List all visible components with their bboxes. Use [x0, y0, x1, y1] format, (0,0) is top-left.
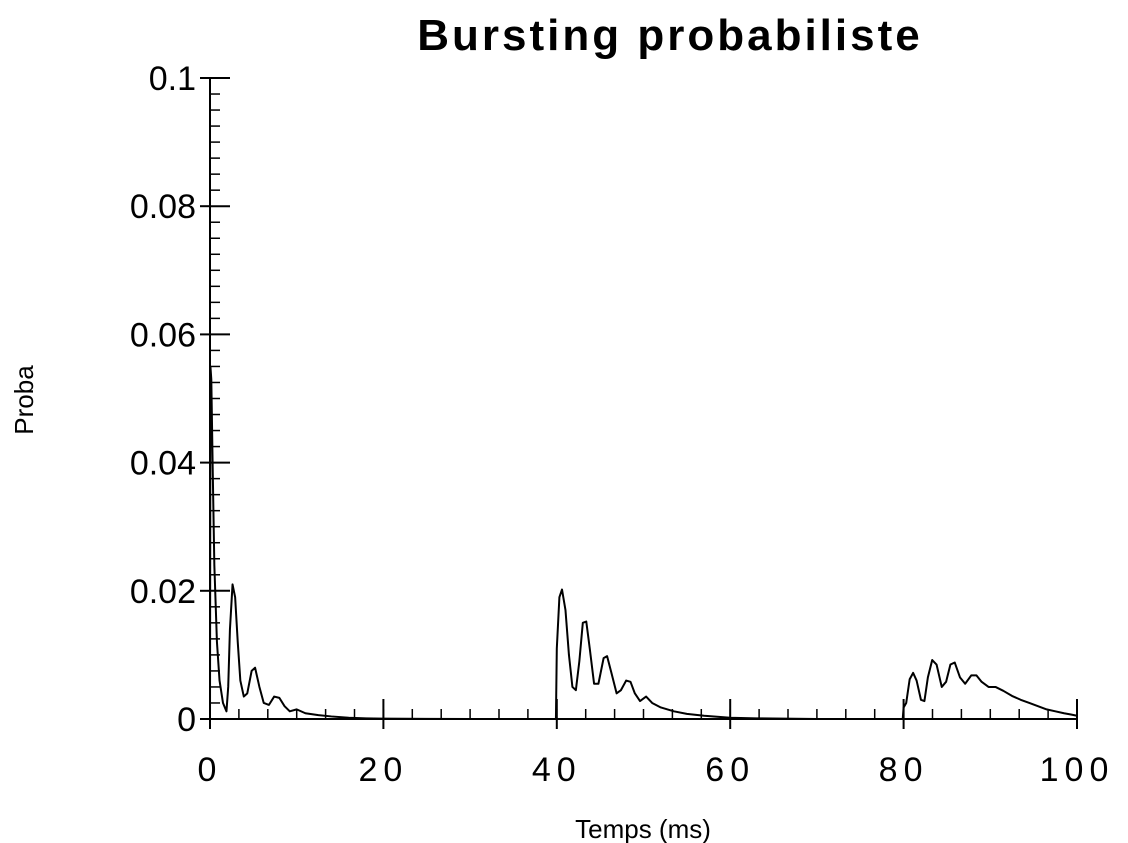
x-tick-label: 0	[198, 751, 223, 789]
y-tick-label: 0.04	[130, 445, 196, 483]
y-tick-label: 0.08	[130, 188, 196, 226]
chart-title: Bursting probabiliste	[417, 11, 922, 60]
x-tick-label: 60	[705, 751, 755, 789]
y-tick-label: 0.02	[130, 573, 196, 611]
x-tick-label: 100	[1040, 751, 1115, 789]
x-axis: 0 20 40 60 80 100	[198, 699, 1115, 789]
x-tick-label: 80	[879, 751, 929, 789]
y-tick-label: 0.06	[130, 316, 196, 354]
y-axis-label: Proba	[9, 365, 39, 435]
series-line	[209, 365, 1078, 720]
y-tick-label: 0.1	[149, 60, 196, 98]
x-tick-label: 40	[532, 751, 582, 789]
x-tick-label: 20	[358, 751, 408, 789]
y-tick-label: 0	[177, 701, 196, 739]
plot-area	[209, 365, 1078, 720]
y-axis: 0 0.02 0.04 0.06 0.08 0.1	[130, 60, 230, 739]
x-axis-label: Temps (ms)	[575, 814, 711, 843]
